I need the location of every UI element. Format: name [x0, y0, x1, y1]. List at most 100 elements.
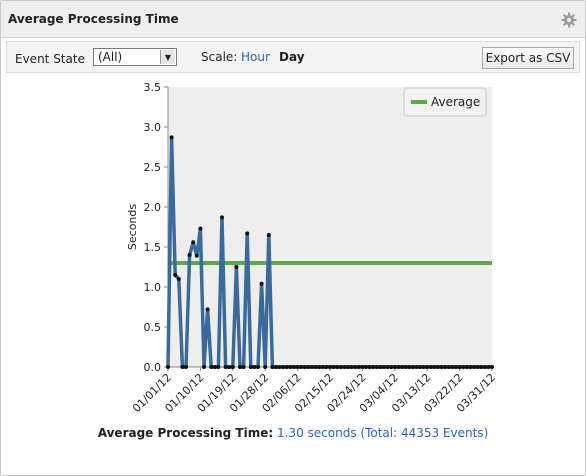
- data-point[interactable]: [425, 365, 430, 369]
- data-point[interactable]: [259, 281, 264, 286]
- chevron-down-icon[interactable]: ▼: [160, 50, 175, 64]
- data-point[interactable]: [410, 365, 415, 369]
- data-point[interactable]: [371, 365, 376, 369]
- data-point[interactable]: [284, 365, 289, 369]
- data-point[interactable]: [428, 365, 433, 369]
- data-point[interactable]: [400, 365, 404, 369]
- data-point[interactable]: [389, 365, 394, 369]
- data-point[interactable]: [328, 365, 332, 369]
- data-point[interactable]: [374, 365, 379, 369]
- data-point[interactable]: [252, 365, 257, 369]
- data-point[interactable]: [205, 307, 210, 312]
- data-point[interactable]: [346, 365, 350, 369]
- data-point[interactable]: [439, 365, 444, 369]
- data-point[interactable]: [482, 365, 487, 369]
- data-point[interactable]: [166, 365, 170, 369]
- data-point[interactable]: [490, 365, 494, 369]
- data-point[interactable]: [306, 365, 311, 369]
- data-point[interactable]: [234, 265, 239, 269]
- data-point[interactable]: [202, 365, 206, 369]
- data-point[interactable]: [169, 135, 174, 140]
- data-point[interactable]: [248, 365, 253, 369]
- data-point[interactable]: [443, 365, 448, 369]
- data-point[interactable]: [310, 365, 314, 369]
- data-point[interactable]: [302, 365, 307, 369]
- data-point[interactable]: [421, 365, 426, 369]
- data-point[interactable]: [227, 365, 232, 369]
- data-point[interactable]: [238, 365, 242, 369]
- legend-label: Average: [431, 95, 480, 109]
- data-point[interactable]: [396, 365, 401, 369]
- data-point[interactable]: [335, 365, 340, 369]
- scale-hour-link[interactable]: Hour: [241, 50, 270, 64]
- data-point[interactable]: [292, 365, 296, 369]
- data-point[interactable]: [464, 365, 469, 369]
- data-point[interactable]: [331, 365, 336, 369]
- data-point[interactable]: [320, 365, 325, 369]
- export-csv-button[interactable]: Export as CSV: [482, 47, 574, 69]
- data-point[interactable]: [281, 365, 286, 369]
- data-point[interactable]: [230, 365, 235, 369]
- data-point[interactable]: [364, 365, 368, 369]
- data-point[interactable]: [173, 273, 178, 277]
- data-point[interactable]: [407, 365, 412, 369]
- data-point[interactable]: [450, 365, 455, 369]
- data-point[interactable]: [266, 233, 271, 237]
- data-point[interactable]: [446, 365, 451, 369]
- summary-label: Average Processing Time:: [97, 426, 274, 440]
- data-point[interactable]: [349, 365, 354, 369]
- data-point[interactable]: [317, 365, 322, 369]
- data-point[interactable]: [256, 365, 260, 369]
- gear-icon[interactable]: [561, 12, 577, 28]
- data-point[interactable]: [299, 365, 304, 369]
- data-point[interactable]: [432, 365, 437, 369]
- data-point[interactable]: [191, 240, 196, 245]
- data-point[interactable]: [360, 365, 365, 369]
- data-point[interactable]: [223, 365, 228, 369]
- data-point[interactable]: [194, 253, 199, 258]
- data-point[interactable]: [385, 365, 390, 369]
- data-point[interactable]: [176, 277, 181, 281]
- data-point[interactable]: [418, 365, 422, 369]
- data-point[interactable]: [274, 365, 278, 369]
- data-point[interactable]: [457, 365, 462, 369]
- data-point[interactable]: [414, 365, 419, 369]
- data-point[interactable]: [220, 215, 224, 220]
- data-point[interactable]: [382, 365, 386, 369]
- data-point[interactable]: [378, 365, 383, 369]
- data-point[interactable]: [270, 365, 275, 369]
- data-point[interactable]: [180, 365, 185, 369]
- data-point[interactable]: [324, 365, 329, 369]
- data-point[interactable]: [241, 365, 246, 369]
- data-point[interactable]: [367, 365, 372, 369]
- event-state-select[interactable]: (All) ▼: [93, 48, 177, 66]
- data-point[interactable]: [356, 365, 361, 369]
- data-point[interactable]: [454, 365, 458, 369]
- data-point[interactable]: [468, 365, 473, 369]
- data-point[interactable]: [461, 365, 466, 369]
- legend-box: [403, 87, 487, 117]
- data-point[interactable]: [216, 365, 221, 369]
- data-point[interactable]: [212, 365, 217, 369]
- data-point[interactable]: [436, 365, 440, 369]
- data-point[interactable]: [295, 365, 300, 369]
- data-point[interactable]: [288, 365, 293, 369]
- data-point[interactable]: [209, 365, 214, 369]
- data-point[interactable]: [472, 365, 476, 369]
- data-point[interactable]: [403, 365, 408, 369]
- data-point[interactable]: [187, 253, 192, 257]
- data-point[interactable]: [342, 365, 347, 369]
- data-point[interactable]: [353, 365, 358, 369]
- data-point[interactable]: [313, 365, 318, 369]
- data-point[interactable]: [486, 365, 491, 369]
- data-point[interactable]: [277, 365, 282, 369]
- data-point[interactable]: [479, 365, 484, 369]
- data-point[interactable]: [245, 231, 250, 236]
- data-point[interactable]: [392, 365, 397, 369]
- data-point[interactable]: [338, 365, 343, 369]
- data-point[interactable]: [198, 226, 203, 231]
- data-point[interactable]: [475, 365, 480, 369]
- event-state-label: Event State: [15, 52, 85, 66]
- data-point[interactable]: [184, 365, 188, 369]
- data-point[interactable]: [263, 365, 268, 369]
